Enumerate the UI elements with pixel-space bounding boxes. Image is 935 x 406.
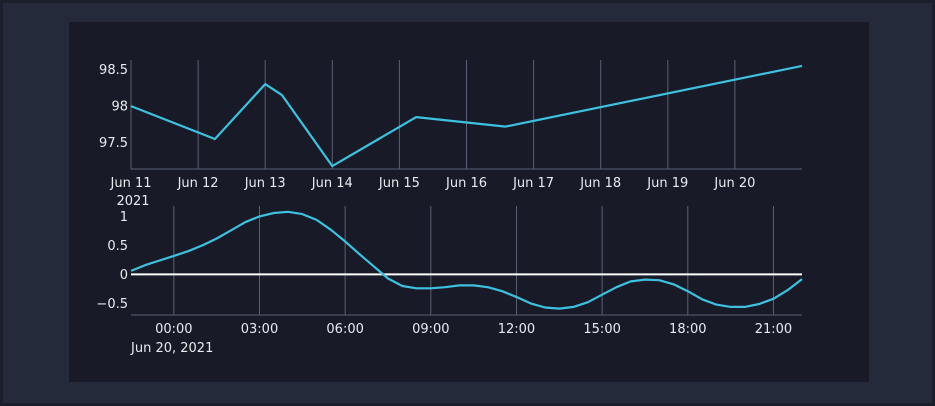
bottom-x-tick-label: 03:00 (241, 322, 278, 337)
top-x-tick-label: Jun 15 (378, 176, 420, 191)
top-x-tick-label: Jun 13 (244, 176, 286, 191)
bottom-x-tick-label: 06:00 (326, 322, 363, 337)
top-x-tick-label: Jun 17 (512, 176, 554, 191)
top-y-tick-label: 98 (111, 100, 128, 115)
bottom-chart: 00:00 03:00 06:00 09:00 12:00 15:00 18:00 21:00… (96, 206, 803, 356)
bottom-y-tick-label: −0.5 (96, 297, 128, 312)
plot-area (69, 22, 869, 382)
top-chart: Jun 11 Jun 12 Jun 13 Jun 14 Jun 15 Jun 16 Jun … (99, 60, 803, 209)
bottom-x-tick-label: 18:00 (669, 322, 706, 337)
bottom-x-tick-label: 12:00 (498, 322, 535, 337)
top-x-tick-label: Jun 18 (579, 176, 621, 191)
bottom-x-tick-label: 09:00 (412, 322, 449, 337)
top-y-tick-label: 97.5 (99, 136, 128, 151)
top-x-tick-label: Jun 14 (311, 176, 353, 191)
top-x-tick-label: Jun 16 (445, 176, 487, 191)
bottom-y-tick-label: 0.5 (107, 239, 128, 254)
bottom-x-tick-label: 21:00 (755, 322, 792, 337)
top-x-tick-label: Jun 20 (713, 176, 755, 191)
top-x-tick-label: Jun 11 (110, 176, 152, 191)
bottom-y-tick-label: 0 (120, 268, 128, 283)
top-x-year-label: 2021 (116, 194, 149, 209)
top-x-tick-label: Jun 19 (646, 176, 688, 191)
top-y-tick-label: 98.5 (99, 63, 128, 78)
top-x-tick-label: Jun 12 (177, 176, 219, 191)
bottom-x-tick-label: 00:00 (155, 322, 192, 337)
top-series-line (130, 64, 803, 168)
bottom-y-tick-label: 1 (120, 210, 128, 225)
bottom-x-date-label: Jun 20, 2021 (130, 341, 213, 356)
bottom-x-tick-label: 15:00 (583, 322, 620, 337)
bottom-series-line (130, 210, 803, 310)
